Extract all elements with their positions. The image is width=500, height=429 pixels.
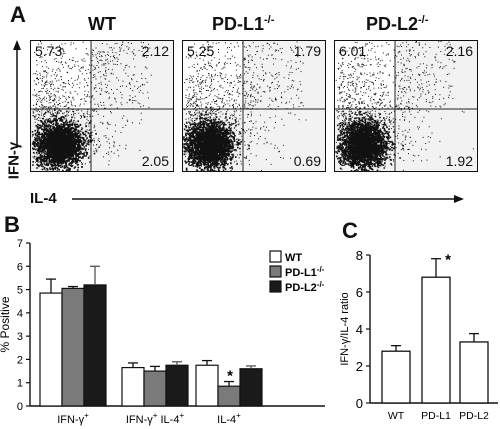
- flow-title-pdl2: PD-L2-/-: [366, 14, 428, 35]
- b-legend-swatch: [269, 265, 282, 278]
- b-y-tick-label: 1: [17, 378, 23, 390]
- panel-c-chart: 0 2 4 6 8 IFN-γ/IL-4 ratio WT PD-L1 PD-L2 *: [340, 248, 498, 422]
- b-legend-label: PD-L1-/-: [285, 265, 325, 279]
- flow-dots-wt: [31, 41, 173, 171]
- c-category-label: WT: [388, 410, 405, 422]
- b-y-tick-label: 3: [17, 331, 23, 343]
- flow-dots: [183, 41, 307, 171]
- b-y-tick-label: 2: [17, 354, 23, 366]
- b-category-label: IFN-γ+: [57, 411, 89, 426]
- panel-b-letter: B: [4, 212, 20, 237]
- b-y-tick-label: 4: [17, 308, 23, 320]
- flow-title-pdl2-text: PD-L2: [366, 14, 419, 34]
- quadrant-ll-pdl2: 89.9: [339, 153, 367, 169]
- b-bar: [165, 364, 189, 407]
- c-y-tick-label: 4: [356, 322, 363, 337]
- flow-title-pdl1-text: PD-L1: [212, 14, 265, 34]
- quadrant-ul-background: [335, 41, 395, 109]
- flow-dot-cloud: [183, 41, 307, 171]
- quadrant-lr-wt: 2.05: [141, 153, 169, 169]
- flow-dot-cloud: [31, 41, 152, 171]
- b-legend-swatch: [269, 250, 282, 263]
- quadrant-ul-pdl1: 5.25: [187, 43, 215, 59]
- quadrant-ul-wt: 5.73: [35, 43, 63, 59]
- c-y-tick-label: 8: [356, 248, 363, 263]
- b-legend-label: PD-L2-/-: [285, 280, 325, 294]
- c-y-tick-label: 6: [356, 285, 363, 300]
- b-y-axis-label: % Positive: [0, 296, 12, 352]
- b-bar: [217, 385, 241, 407]
- flow-dots-pdl1: [183, 41, 325, 171]
- b-y-tick-label: 7: [17, 238, 23, 250]
- b-bar: [83, 284, 107, 407]
- flow-dot-cloud: [335, 41, 474, 171]
- c-y-axis-label: IFN-γ/IL-4 ratio: [340, 292, 351, 365]
- flow-dots: [335, 41, 474, 171]
- flow-plot-wt: 5.73 2.12 90.1 2.05: [30, 40, 174, 172]
- b-y-tick-label: 5: [17, 285, 23, 297]
- b-bar: [239, 368, 263, 407]
- b-bar: [121, 366, 145, 407]
- c-bar: [421, 276, 451, 404]
- flow-title-pdl1: PD-L1-/-: [212, 14, 274, 35]
- b-category-label: IL-4+: [217, 411, 241, 426]
- quadrant-ll-pdl1: 92.3: [187, 153, 215, 169]
- b-legend-swatch: [269, 280, 282, 293]
- b-category-label: IFN-γ+ IL-4+: [126, 411, 185, 426]
- b-legend-label: WT: [285, 252, 302, 264]
- flow-plot-pdl1: 5.25 1.79 92.3 0.69: [182, 40, 326, 172]
- c-y-tick-label: 0: [356, 396, 363, 411]
- panel-a-x-axis-label: IL-4: [30, 190, 57, 207]
- flow-title-pdl1-sup: -/-: [264, 14, 275, 26]
- quadrant-ur-wt: 2.12: [141, 43, 169, 59]
- flow-dots-pdl2: [335, 41, 477, 171]
- panel-a-y-axis-label: IFN-γ: [5, 141, 23, 180]
- quadrant-ur-pdl1: 1.79: [293, 43, 321, 59]
- flow-title-wt-text: WT: [88, 14, 116, 34]
- quadrant-lr-pdl2: 1.92: [445, 153, 473, 169]
- quadrant-ll-wt: 90.1: [35, 153, 63, 169]
- flow-title-pdl2-sup: -/-: [418, 14, 429, 26]
- c-category-label: PD-L1: [421, 410, 451, 422]
- flow-dots: [31, 41, 152, 171]
- quadrant-ul-background: [31, 41, 91, 109]
- quadrant-ur-pdl2: 2.16: [445, 43, 473, 59]
- b-y-tick-label: 6: [17, 261, 23, 273]
- b-bar: [143, 370, 167, 407]
- c-category-label: PD-L2: [459, 410, 489, 422]
- c-y-tick-label: 2: [356, 359, 363, 374]
- quadrant-lr-pdl1: 0.69: [293, 153, 321, 169]
- c-bar: [459, 341, 489, 404]
- b-y-tick-label: 0: [17, 401, 23, 413]
- panel-c-letter: C: [342, 218, 358, 243]
- flow-plot-pdl2: 6.01 2.16 89.9 1.92: [334, 40, 478, 172]
- b-bar: [61, 287, 85, 407]
- b-significance-star: *: [227, 367, 233, 384]
- panel-b-chart: 0 1 2 3 4 5 6 7 % Positive * IFN-γ+ IFN-γ+ IL-4+ IL-…: [0, 238, 325, 426]
- flow-title-wt: WT: [88, 14, 116, 35]
- c-significance-star: *: [445, 251, 451, 268]
- panel-a-letter: A: [10, 2, 26, 27]
- quadrant-ul-pdl2: 6.01: [339, 43, 367, 59]
- c-bar: [381, 350, 411, 404]
- b-bar: [39, 292, 63, 407]
- b-bar: [195, 364, 219, 407]
